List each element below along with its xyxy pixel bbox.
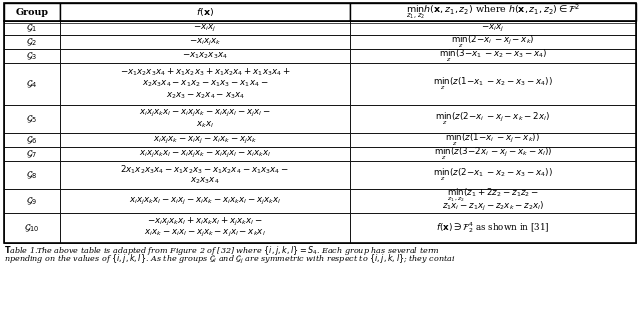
Bar — [350, 105, 636, 133]
Text: npending on the values of $\{i, j, k, l\}$. As the groups $\mathcal{G}_i$ and $\: npending on the values of $\{i, j, k, l\… — [4, 253, 455, 266]
Bar — [350, 49, 636, 63]
Bar — [60, 3, 350, 21]
Bar — [350, 189, 636, 213]
Bar — [60, 105, 350, 133]
Bar — [60, 63, 350, 105]
Bar — [350, 147, 636, 161]
Text: $\min_z(z(2 - x_i - x_j - x_k - 2x_l)$: $\min_z(z(2 - x_i - x_j - x_k - 2x_l)$ — [435, 111, 550, 127]
Text: $x_k x_l$: $x_k x_l$ — [196, 119, 214, 130]
Bar — [4, 147, 60, 161]
Text: $\bf{T}$able 1.: $\bf{T}$able 1. — [4, 244, 39, 255]
Text: $-x_i x_j x_k x_l + x_i x_k x_l + x_j x_k x_l-$: $-x_i x_j x_k x_l + x_i x_k x_l + x_j x_… — [147, 216, 263, 228]
Bar — [4, 21, 60, 35]
Text: $\mathcal{G}_3$: $\mathcal{G}_3$ — [26, 51, 38, 62]
Bar — [4, 49, 60, 63]
Bar — [60, 147, 350, 161]
Text: $z_1 x_i - z_1 x_j - z_2 x_k - z_2 x_l)$: $z_1 x_i - z_1 x_j - z_2 x_k - z_2 x_l)$ — [442, 200, 544, 213]
Bar — [4, 3, 60, 21]
Bar — [4, 133, 60, 147]
Text: $f(\mathbf{x}) \ni \mathcal{F}_2^4$ as shown in [31]: $f(\mathbf{x}) \ni \mathcal{F}_2^4$ as s… — [436, 221, 550, 235]
Text: $-x_1 x_2 x_3 x_4$: $-x_1 x_2 x_3 x_4$ — [182, 51, 228, 61]
Text: $-x_i x_j$: $-x_i x_j$ — [193, 23, 217, 33]
Bar — [4, 3, 636, 243]
Text: $-x_i x_j x_k$: $-x_i x_j x_k$ — [189, 36, 221, 48]
Text: $\mathcal{G}_1$: $\mathcal{G}_1$ — [26, 23, 38, 33]
Text: $\min_z(z(3 - 2x_i - x_j - x_k - x_l))$: $\min_z(z(3 - 2x_i - x_j - x_k - x_l))$ — [434, 146, 552, 162]
Text: $\mathcal{G}_5$: $\mathcal{G}_5$ — [26, 113, 38, 125]
Bar — [60, 49, 350, 63]
Text: $f(\mathbf{x})$: $f(\mathbf{x})$ — [196, 6, 214, 18]
Bar — [60, 35, 350, 49]
Bar — [4, 189, 60, 213]
Bar — [60, 133, 350, 147]
Text: $\min_z(z(1 - x_i - x_j - x_k))$: $\min_z(z(1 - x_i - x_j - x_k))$ — [445, 132, 541, 148]
Text: $\mathcal{G}_7$: $\mathcal{G}_7$ — [26, 148, 38, 160]
Bar — [4, 105, 60, 133]
Text: $\min_z(2 - x_i - x_j - x_k)$: $\min_z(2 - x_i - x_j - x_k)$ — [451, 34, 535, 50]
Bar — [4, 35, 60, 49]
Bar — [350, 3, 636, 21]
Text: $x_i x_j x_k - x_i x_j - x_i x_k - x_j x_k$: $x_i x_j x_k - x_i x_j - x_i x_k - x_j x… — [153, 135, 257, 146]
Text: $x_i x_j x_k x_l - x_i x_j x_k - x_i x_j x_l - x_j x_l-$: $x_i x_j x_k x_l - x_i x_j x_k - x_i x_j… — [139, 108, 271, 119]
Bar — [350, 133, 636, 147]
Text: $x_2 x_3 x_4$: $x_2 x_3 x_4$ — [190, 175, 220, 186]
Text: $x_i x_j x_k x_l - x_i x_j - x_i x_k - x_i x_k x_l - x_j x_k x_l$: $x_i x_j x_k x_l - x_i x_j - x_i x_k - x… — [129, 195, 281, 206]
Text: Group: Group — [15, 7, 49, 16]
Text: $x_2 x_3 - x_2 x_4 - x_3 x_4$: $x_2 x_3 - x_2 x_4 - x_3 x_4$ — [166, 90, 244, 101]
Bar — [350, 161, 636, 189]
Bar — [350, 63, 636, 105]
Bar — [350, 213, 636, 243]
Text: $\mathcal{G}_6$: $\mathcal{G}_6$ — [26, 134, 38, 146]
Bar — [60, 213, 350, 243]
Text: $-x_1 x_2 x_3 x_4 + x_1 x_2 x_3 + x_1 x_2 x_4 + x_1 x_3 x_4+$: $-x_1 x_2 x_3 x_4 + x_1 x_2 x_3 + x_1 x_… — [120, 67, 291, 78]
Text: $\min_{z_1,z_2} h(\mathbf{x}, z_1, z_2)$ where $h(\mathbf{x}, z_1, z_2) \in \mat: $\min_{z_1,z_2} h(\mathbf{x}, z_1, z_2)$… — [406, 3, 580, 22]
Bar — [4, 63, 60, 105]
Bar — [60, 189, 350, 213]
Text: $2x_1 x_2 x_3 x_4 - x_1 x_2 x_3 - x_1 x_2 x_4 - x_1 x_3 x_4-$: $2x_1 x_2 x_3 x_4 - x_1 x_2 x_3 - x_1 x_… — [120, 163, 289, 175]
Text: The above table is adapted from Figure 2 of [32] where $\{i,j,k,l\} = S_4$. Each: The above table is adapted from Figure 2… — [36, 244, 440, 257]
Text: $\mathcal{G}_8$: $\mathcal{G}_8$ — [26, 169, 38, 181]
Text: $x_2 x_3 x_4 - x_1 x_2 - x_1 x_3 - x_1 x_4-$: $x_2 x_3 x_4 - x_1 x_2 - x_1 x_3 - x_1 x… — [142, 79, 268, 89]
Bar — [4, 213, 60, 243]
Text: $x_i x_j x_k x_l - x_i x_j x_k - x_i x_j x_l - x_i x_k x_l$: $x_i x_j x_k x_l - x_i x_j x_k - x_i x_j… — [139, 148, 271, 159]
Text: $\mathcal{G}_2$: $\mathcal{G}_2$ — [26, 36, 38, 48]
Text: $\min_z(z(2 - x_1 - x_2 - x_3 - x_4))$: $\min_z(z(2 - x_1 - x_2 - x_3 - x_4))$ — [433, 167, 553, 183]
Bar — [350, 21, 636, 35]
Bar — [350, 35, 636, 49]
Text: $x_i x_k - x_i x_l - x_j x_k - x_j x_l - x_k x_l$: $x_i x_k - x_i x_l - x_j x_k - x_j x_l -… — [144, 228, 266, 239]
Text: $\min_z(z(1 - x_1 - x_2 - x_3 - x_4))$: $\min_z(z(1 - x_1 - x_2 - x_3 - x_4))$ — [433, 76, 553, 92]
Text: $\mathcal{G}_9$: $\mathcal{G}_9$ — [26, 195, 38, 207]
Bar — [60, 161, 350, 189]
Text: $\min_z(3 - x_1 - x_2 - x_3 - x_4)$: $\min_z(3 - x_1 - x_2 - x_3 - x_4)$ — [439, 48, 547, 64]
Text: $\mathcal{G}_{10}$: $\mathcal{G}_{10}$ — [24, 223, 40, 233]
Bar — [4, 161, 60, 189]
Text: $-x_i x_j$: $-x_i x_j$ — [481, 23, 505, 33]
Text: $\min_{z_1,z_2}(z_1 + 2z_2 - z_1 z_2-$: $\min_{z_1,z_2}(z_1 + 2z_2 - z_1 z_2-$ — [447, 187, 539, 204]
Bar — [60, 21, 350, 35]
Text: $\mathcal{G}_4$: $\mathcal{G}_4$ — [26, 79, 38, 90]
